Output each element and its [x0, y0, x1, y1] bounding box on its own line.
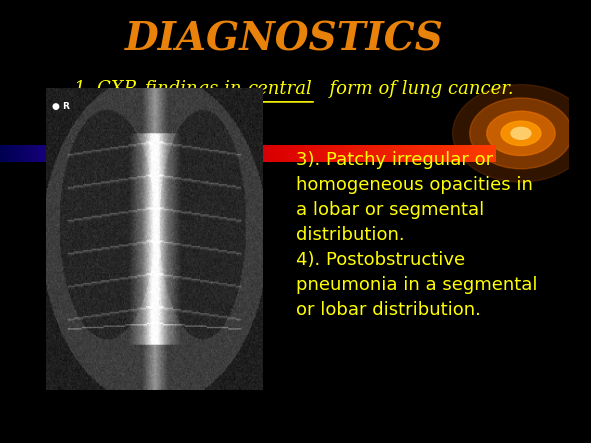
Text: ● R: ● R: [53, 101, 70, 111]
Ellipse shape: [511, 128, 531, 139]
Text: form of lung cancer.: form of lung cancer.: [318, 80, 514, 97]
Ellipse shape: [501, 121, 541, 145]
Text: DIAGNOSTICS: DIAGNOSTICS: [125, 21, 444, 59]
Ellipse shape: [453, 85, 589, 182]
Text: central: central: [248, 80, 313, 97]
Text: findings in: findings in: [139, 80, 254, 97]
Ellipse shape: [470, 98, 572, 169]
Text: 3). Patchy irregular or
homogeneous opacities in
a lobar or segmental
distributi: 3). Patchy irregular or homogeneous opac…: [296, 151, 538, 319]
Ellipse shape: [487, 111, 555, 155]
Text: 1. CXR: 1. CXR: [74, 80, 137, 97]
